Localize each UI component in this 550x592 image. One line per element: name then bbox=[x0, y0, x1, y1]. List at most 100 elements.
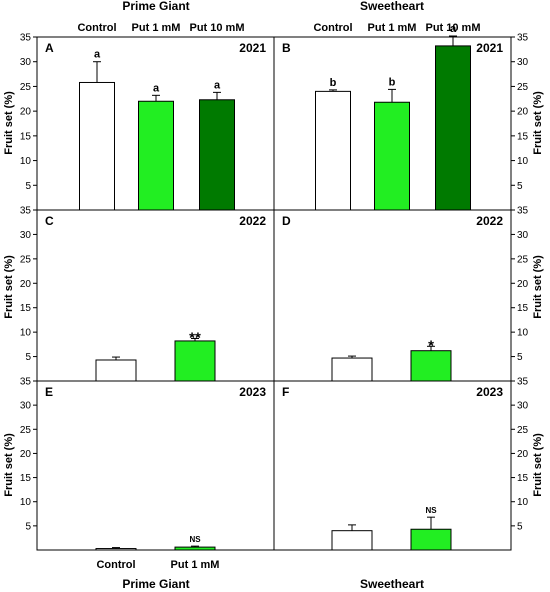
panel-c-sig-label-1: ** bbox=[189, 329, 201, 346]
panel-c-tick-label-0: 5 bbox=[25, 352, 31, 363]
ylabel-left-a: Fruit set (%) bbox=[3, 91, 15, 155]
panel-a-tick-label-5: 30 bbox=[20, 57, 32, 68]
panel-a-sig-label-2: a bbox=[214, 79, 221, 91]
panel-e-year: 2023 bbox=[239, 385, 266, 399]
panel-e-bar-0 bbox=[95, 548, 137, 551]
panel-b-letter: B bbox=[282, 41, 291, 55]
top-cat-right-0: Control bbox=[313, 22, 352, 34]
panel-e-tick-label-5: 30 bbox=[20, 401, 32, 412]
panel-c-tick-label-2: 15 bbox=[20, 303, 32, 314]
top-cat-left-0: Control bbox=[77, 22, 116, 34]
ylabel-right-d: Fruit set (%) bbox=[532, 255, 544, 319]
group-title-left: Prime Giant bbox=[122, 0, 189, 13]
panel-b-tick-label-2: 15 bbox=[517, 131, 529, 142]
panels-layer: 5 10 15 20 25 30 35 A 2021 a a a 5 10 15 20 25 30 35 B 2021 b… bbox=[20, 23, 529, 551]
panel-c-tick-label-6: 35 bbox=[20, 206, 32, 217]
panel-d-letter: D bbox=[282, 214, 291, 228]
panel-b-tick-label-0: 5 bbox=[517, 181, 523, 192]
panel-b-sig-label-0: b bbox=[330, 77, 337, 89]
panel-f-frame bbox=[273, 380, 512, 551]
panel-a-letter: A bbox=[45, 41, 54, 55]
panel-f-tick-label-0: 5 bbox=[517, 521, 523, 532]
ylabel-left-c: Fruit set (%) bbox=[3, 255, 15, 319]
panel-b-sig-label-1: b bbox=[389, 76, 396, 88]
panel-c-tick-label-1: 10 bbox=[20, 328, 32, 339]
panel-b-bar-2 bbox=[435, 45, 471, 211]
group-title-bottom-right: Sweetheart bbox=[360, 577, 424, 591]
panel-d-tick-label-0: 5 bbox=[517, 352, 523, 363]
panel-c-frame bbox=[36, 209, 275, 382]
panel-d-tick-label-2: 15 bbox=[517, 303, 529, 314]
panel-e-tick-label-4: 25 bbox=[20, 425, 32, 436]
panel-e-letter: E bbox=[45, 385, 53, 399]
panel-b-tick-label-3: 20 bbox=[517, 107, 529, 118]
panel-e-tick-label-6: 35 bbox=[20, 377, 32, 388]
panel-a-tick-label-0: 5 bbox=[25, 181, 31, 192]
panel-f-tick-label-6: 35 bbox=[517, 377, 529, 388]
panel-f-tick-label-2: 15 bbox=[517, 473, 529, 484]
panel-e-tick-label-2: 15 bbox=[20, 473, 32, 484]
panel-c-tick-label-4: 25 bbox=[20, 254, 32, 265]
panel-e-sig-label-1: NS bbox=[189, 535, 201, 544]
panel-d-tick-label-3: 20 bbox=[517, 279, 529, 290]
panel-a-tick-label-1: 10 bbox=[20, 156, 32, 167]
panel-a-tick-label-3: 20 bbox=[20, 107, 32, 118]
panel-c-year: 2022 bbox=[239, 214, 266, 228]
panel-f-tick-label-3: 20 bbox=[517, 449, 529, 460]
panel-f-sig-label-1: NS bbox=[425, 506, 437, 515]
panel-c-bar-0 bbox=[95, 359, 137, 382]
panel-d-frame bbox=[273, 209, 512, 382]
panel-f-year: 2023 bbox=[476, 385, 503, 399]
panel-e-bar-1 bbox=[174, 546, 216, 551]
panel-f-tick-label-1: 10 bbox=[517, 497, 529, 508]
panel-b-bar-0 bbox=[315, 90, 351, 211]
panel-b-tick-label-6: 35 bbox=[517, 33, 529, 44]
top-cat-right-1: Put 1 mM bbox=[368, 22, 417, 34]
ylabel-right-b: Fruit set (%) bbox=[532, 91, 544, 155]
panel-d-sig-label-1: * bbox=[428, 337, 434, 354]
panel-f-bar-1 bbox=[410, 528, 452, 551]
panel-b-tick-label-5: 30 bbox=[517, 57, 529, 68]
panel-b-year: 2021 bbox=[476, 41, 503, 55]
panel-d-bar-1 bbox=[410, 350, 452, 382]
panel-c-tick-label-5: 30 bbox=[20, 230, 32, 241]
top-cat-left-2: Put 10 mM bbox=[189, 22, 244, 34]
ylabel-right-f: Fruit set (%) bbox=[532, 433, 544, 497]
panel-a-tick-label-6: 35 bbox=[20, 33, 32, 44]
group-title-right: Sweetheart bbox=[360, 0, 424, 13]
panel-f-letter: F bbox=[282, 385, 289, 399]
panel-d-tick-label-4: 25 bbox=[517, 254, 529, 265]
panel-e-tick-label-3: 20 bbox=[20, 449, 32, 460]
panel-b-tick-label-4: 25 bbox=[517, 82, 529, 93]
panel-d-tick-label-1: 10 bbox=[517, 328, 529, 339]
top-cat-right-2: Put 10 mM bbox=[425, 22, 480, 34]
panel-a-bar-1 bbox=[138, 100, 174, 211]
panel-b-tick-label-1: 10 bbox=[517, 156, 529, 167]
ylabel-left-e: Fruit set (%) bbox=[3, 433, 15, 497]
panel-a-tick-label-2: 15 bbox=[20, 131, 32, 142]
panel-c-tick-label-3: 20 bbox=[20, 279, 32, 290]
bottom-cat-left-1: Put 1 mM bbox=[171, 559, 220, 571]
panel-d-tick-label-5: 30 bbox=[517, 230, 529, 241]
panel-e-tick-label-1: 10 bbox=[20, 497, 32, 508]
group-title-bottom-left: Prime Giant bbox=[122, 577, 189, 591]
bottom-cat-left-0: Control bbox=[96, 559, 135, 571]
panel-c-letter: C bbox=[45, 214, 54, 228]
panel-a-sig-label-1: a bbox=[153, 82, 160, 94]
top-cat-left-1: Put 1 mM bbox=[132, 22, 181, 34]
panel-f-tick-label-5: 30 bbox=[517, 401, 529, 412]
panel-a-bar-0 bbox=[79, 81, 115, 211]
panel-a-sig-label-0: a bbox=[94, 49, 101, 61]
panel-a-year: 2021 bbox=[239, 41, 266, 55]
panel-e-tick-label-0: 5 bbox=[25, 521, 31, 532]
panel-d-bar-0 bbox=[331, 357, 373, 382]
panel-b-bar-1 bbox=[374, 101, 410, 211]
panel-b-sig-label-2: a bbox=[450, 23, 457, 35]
panel-d-tick-label-6: 35 bbox=[517, 206, 529, 217]
panel-e-frame bbox=[36, 380, 275, 551]
panel-d-year: 2022 bbox=[476, 214, 503, 228]
panel-f-tick-label-4: 25 bbox=[517, 425, 529, 436]
panel-c-bar-1 bbox=[174, 340, 216, 382]
panel-f-bar-0 bbox=[331, 530, 373, 551]
